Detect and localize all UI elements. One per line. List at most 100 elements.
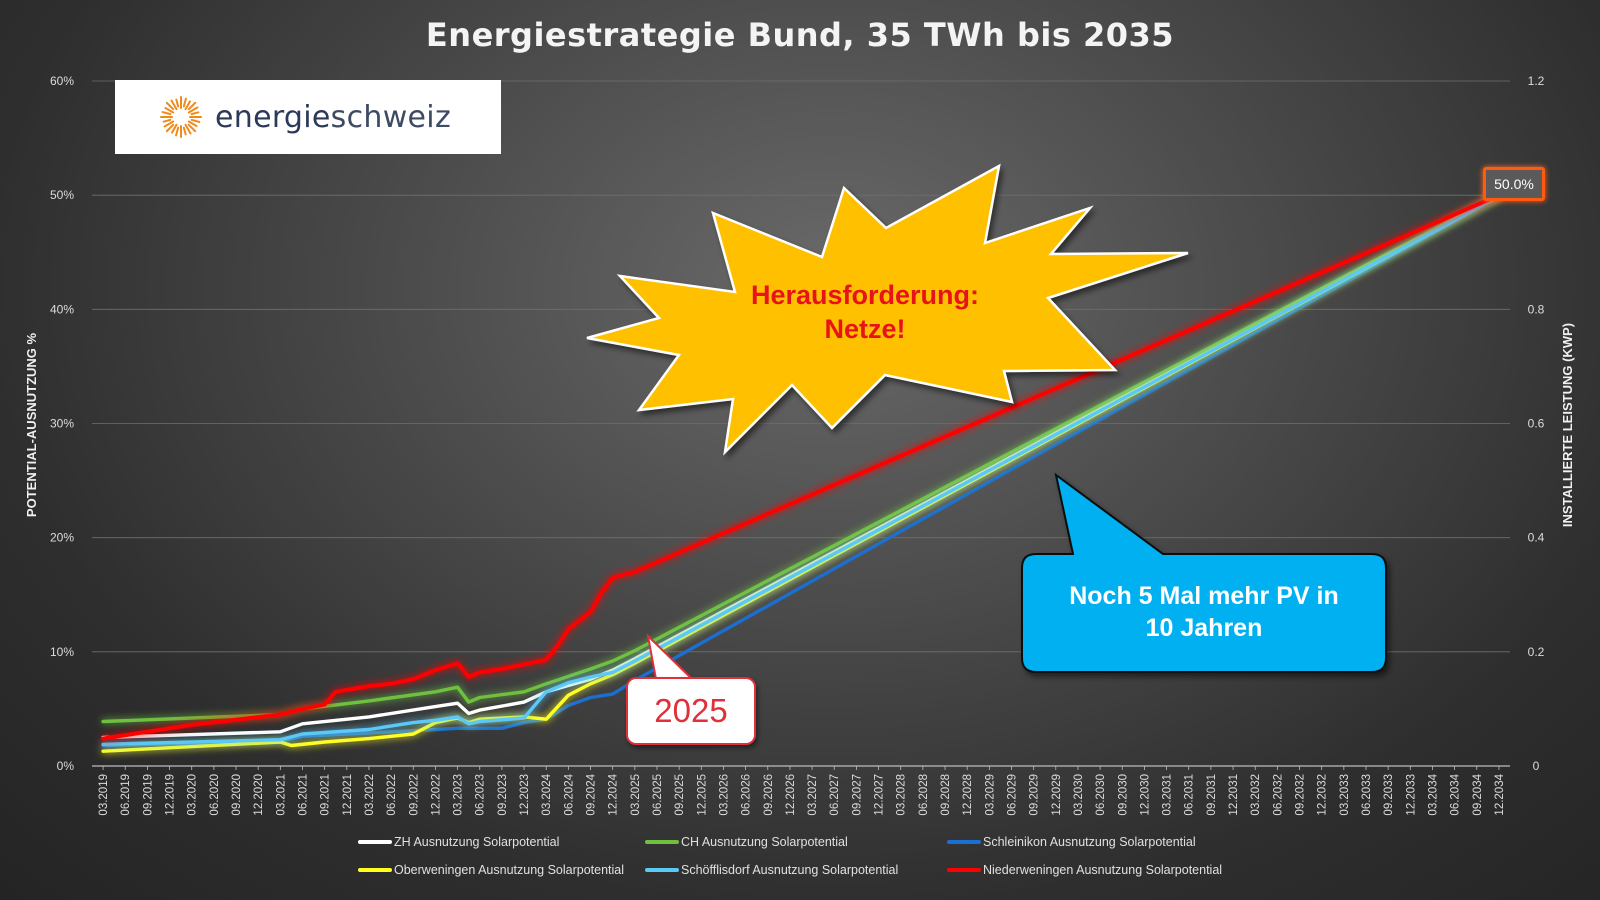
legend-item: ZH Ausnutzung Solarpotential	[358, 835, 559, 849]
sun-ray	[164, 107, 175, 114]
year-callout: 2025	[626, 677, 756, 745]
x-tick-label: 03.2029	[984, 774, 996, 816]
x-tick-label: 09.2022	[408, 774, 420, 816]
sun-ray	[162, 118, 172, 123]
x-tick-label: 12.2031	[1228, 774, 1240, 816]
x-tick-label: 03.2022	[364, 774, 376, 816]
sun-ray	[170, 99, 178, 111]
logo-text-light: schweiz	[330, 99, 451, 135]
x-tick-label: 12.2025	[696, 774, 708, 816]
sun-ray	[182, 126, 187, 136]
x-tick-label: 12.2027	[874, 774, 886, 816]
x-tick-label: 09.2026	[763, 774, 775, 816]
x-tick-label: 06.2025	[652, 774, 664, 816]
y-tick-label: 0%	[57, 759, 75, 773]
x-tick-label: 09.2020	[231, 774, 243, 816]
x-tick-label: 03.2019	[98, 774, 110, 816]
y2-axis-title: INSTALLIERTE LEISTUNG (KWP)	[1560, 323, 1575, 527]
sun-ray	[182, 97, 187, 108]
burst-line-2: Netze!	[824, 314, 906, 344]
x-tick-label: 09.2023	[497, 774, 509, 816]
x-tick-label: 12.2023	[519, 774, 531, 816]
y-tick-label: 60%	[50, 74, 74, 88]
sun-icon	[160, 96, 202, 138]
x-tick-label: 03.2032	[1250, 774, 1262, 816]
x-tick-label: 09.2034	[1472, 773, 1484, 815]
y2-tick-label: 1.2	[1528, 74, 1545, 88]
x-tick-label: 03.2033	[1339, 774, 1351, 816]
sun-ray	[161, 111, 172, 116]
x-tick-label: 03.2020	[187, 774, 199, 816]
sun-ray	[187, 123, 197, 133]
y-tick-label: 50%	[50, 188, 74, 202]
sun-ray	[175, 98, 180, 108]
legend-swatch	[358, 868, 392, 872]
x-tick-label: 06.2022	[386, 774, 398, 816]
y2-tick-label: 0	[1533, 759, 1540, 773]
x-tick-label: 06.2033	[1361, 774, 1373, 816]
x-tick-label: 06.2024	[563, 773, 575, 815]
x-tick-label: 03.2031	[1162, 774, 1174, 816]
x-tick-label: 09.2019	[142, 774, 154, 816]
x-tick-label: 03.2025	[630, 774, 642, 816]
x-tick-label: 06.2031	[1184, 774, 1196, 816]
sun-ray	[187, 101, 197, 111]
x-tick-label: 12.2022	[430, 774, 442, 816]
x-tick-label: 06.2030	[1095, 774, 1107, 816]
x-tick-label: 12.2030	[1139, 774, 1151, 816]
sun-ray	[184, 123, 192, 135]
legend-swatch	[645, 868, 679, 872]
x-tick-label: 12.2028	[962, 774, 974, 816]
x-tick-label: 03.2023	[453, 774, 465, 816]
series-line-niederweningen	[101, 193, 1501, 741]
sun-ray	[165, 101, 175, 111]
chart-title: Energiestrategie Bund, 35 TWh bis 2035	[425, 16, 1175, 54]
axes: 0%010%0.220%0.430%0.640%0.850%160%1.203.…	[24, 74, 1575, 816]
legend-item: Niederweningen Ausnutzung Solarpotential	[947, 863, 1222, 877]
blue-line-2: 10 Jahren	[1145, 614, 1263, 642]
legend-swatch	[947, 840, 981, 844]
x-tick-label: 03.2030	[1073, 774, 1085, 816]
blue-line-1: Noch 5 Mal mehr PV in	[1069, 582, 1339, 610]
series-line-schleinikon	[101, 194, 1501, 748]
x-tick-label: 06.2034	[1450, 773, 1462, 815]
x-tick-label: 12.2019	[165, 774, 177, 816]
x-tick-label: 03.2028	[896, 774, 908, 816]
energieschweiz-logo: energieschweiz	[115, 80, 501, 154]
x-tick-label: 09.2024	[586, 773, 598, 815]
x-tick-label: 12.2034	[1494, 773, 1506, 815]
sun-ray	[190, 118, 201, 123]
legend-label: ZH Ausnutzung Solarpotential	[394, 835, 560, 849]
x-tick-label: 03.2024	[541, 773, 553, 815]
sun-ray	[175, 126, 180, 137]
x-tick-label: 06.2026	[741, 774, 753, 816]
sun-ray	[163, 120, 175, 128]
sun-ray	[187, 106, 199, 114]
y-tick-label: 20%	[50, 531, 74, 545]
legend-label: Niederweningen Ausnutzung Solarpotential	[983, 863, 1223, 877]
burst-line-1: Herausforderung:	[750, 280, 980, 310]
x-tick-label: 06.2032	[1272, 774, 1284, 816]
sun-ray	[171, 123, 178, 134]
x-tick-label: 09.2029	[1029, 774, 1041, 816]
y2-tick-label: 0.6	[1528, 417, 1545, 431]
x-tick-label: 03.2026	[718, 774, 730, 816]
y-tick-label: 30%	[50, 417, 74, 431]
series-lines	[101, 193, 1501, 753]
x-tick-label: 06.2023	[475, 774, 487, 816]
sun-ray	[184, 100, 191, 111]
legend-swatch	[358, 840, 392, 844]
x-tick-label: 06.2020	[209, 774, 221, 816]
blue-callout-shape	[1021, 472, 1387, 673]
logo-text-bold: energie	[215, 99, 331, 135]
y-tick-label: 40%	[50, 302, 74, 316]
legend-item: CH Ausnutzung Solarpotential	[645, 835, 848, 849]
legend-label: Schöfflisdorf Ausnutzung Solarpotential	[681, 863, 899, 877]
x-tick-label: 12.2021	[342, 774, 354, 816]
sun-ray	[187, 120, 198, 127]
x-tick-label: 09.2027	[851, 774, 863, 816]
sun-ray	[165, 123, 175, 133]
legend-item: Schleinikon Ausnutzung Solarpotential	[947, 835, 1196, 849]
legend-swatch	[947, 868, 981, 872]
